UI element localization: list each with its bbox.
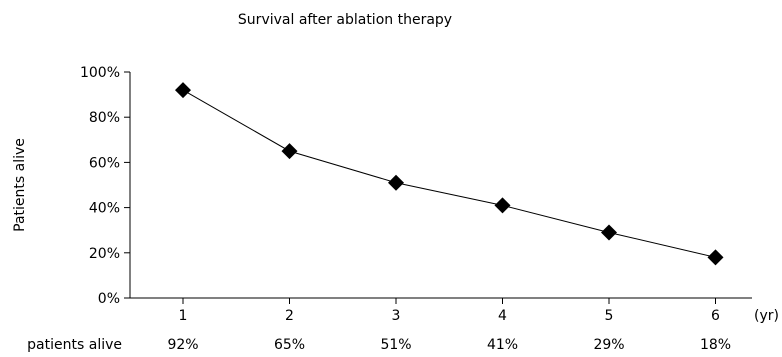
x-tick-label: 3: [392, 308, 401, 324]
y-tick-label: 60%: [89, 155, 120, 171]
data-point-marker: [601, 224, 617, 241]
table-value: 41%: [487, 337, 518, 352]
x-unit-label: (yr): [754, 308, 779, 324]
table-value: 51%: [380, 337, 411, 352]
table-value: 18%: [700, 337, 731, 352]
x-tick-label: 6: [711, 308, 720, 324]
data-point-marker: [388, 174, 404, 191]
series-line: [182, 89, 716, 258]
y-tick-label: 0%: [98, 291, 120, 307]
y-axis-label: Patients alive: [12, 138, 28, 232]
table-values-group: 92% 65% 51% 41% 29% 18%: [167, 337, 731, 353]
x-tick-label: 4: [498, 308, 507, 324]
y-tick-label: 80%: [89, 110, 120, 126]
data-point-marker: [175, 82, 191, 99]
y-tick-label: 20%: [89, 246, 120, 262]
table-value: 65%: [274, 337, 305, 352]
table-value: 29%: [593, 337, 624, 352]
chart-title: Survival after ablation therapy: [238, 12, 452, 28]
y-tick-label: 100%: [80, 65, 120, 81]
data-point-marker: [281, 143, 298, 160]
x-tick-label: 5: [605, 308, 614, 324]
table-row-label: patients alive: [27, 337, 122, 352]
markers-group: [175, 82, 724, 266]
data-point-marker: [707, 249, 724, 266]
table-value: 92%: [167, 337, 198, 352]
y-ticks-group: 0% 20% 40% 60% 80% 100%: [80, 65, 130, 307]
data-point-marker: [494, 197, 511, 214]
x-ticks-group: 1 2 3 4 5 6: [179, 298, 720, 324]
y-tick-label: 40%: [89, 201, 120, 217]
x-tick-label: 2: [285, 308, 294, 324]
x-tick-label: 1: [179, 308, 188, 324]
